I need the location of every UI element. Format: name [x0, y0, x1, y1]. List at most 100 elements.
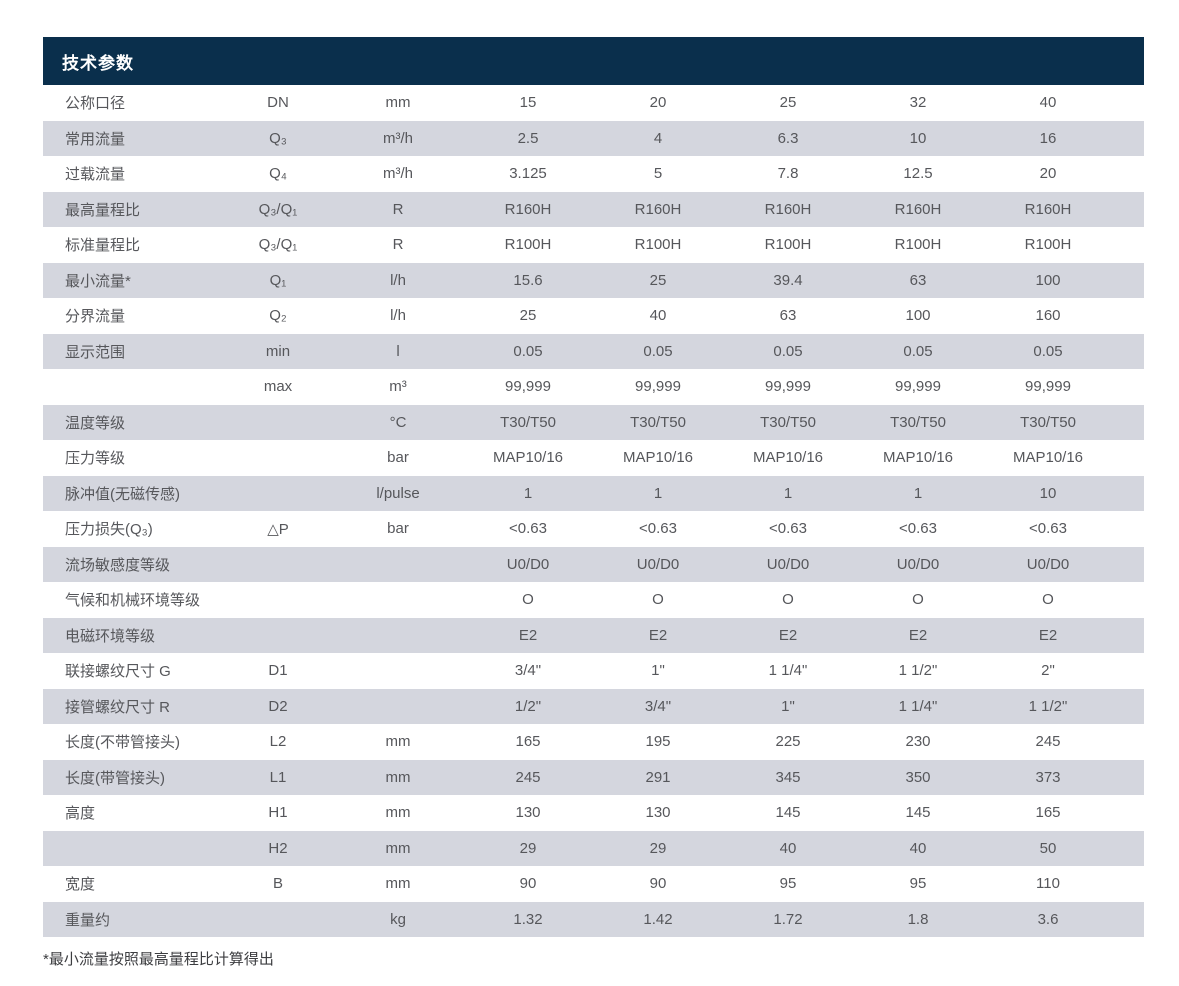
value-cell-dn25: 39.4 [773, 271, 803, 289]
value-cell-dn25: 1 [783, 484, 793, 502]
value-cell-dn15: R100H [504, 236, 552, 254]
table-row: 压力损失(Q₃) △P bar <0.63 <0.63 <0.63 <0.63 <0.63 [43, 511, 1144, 547]
unit-cell: °C [389, 413, 407, 431]
value-cell-dn40: 373 [1035, 768, 1061, 786]
table-row: 标准量程比 Q₃/Q₁ R R100H R100H R100H R100H R100H [43, 227, 1144, 263]
value-cell-dn32: MAP10/16 [882, 449, 954, 467]
value-cell-dn15: 90 [519, 875, 537, 893]
value-cell-dn15: U0/D0 [506, 555, 550, 573]
value-cell-dn20: E2 [648, 626, 668, 644]
symbol-cell [223, 440, 333, 476]
value-cell-dn32: 1 1/4" [898, 697, 938, 715]
value-cell-dn25: 40 [779, 839, 797, 857]
value-cell-dn20: R160H [634, 200, 682, 218]
value-cell-dn25: 145 [775, 804, 801, 822]
value-cell-dn40: 160 [1035, 307, 1061, 325]
value-cell-dn20: 0.05 [643, 342, 673, 360]
value-cell-dn25: E2 [778, 626, 798, 644]
unit-cell [333, 547, 463, 583]
value-cell-dn40: R100H [1024, 236, 1072, 254]
unit-cell: l/pulse [376, 484, 420, 502]
table-row: 最小流量* Q₁ l/h 15.6 25 39.4 63 100 [43, 262, 1144, 298]
value-cell-dn15: MAP10/16 [492, 449, 564, 467]
table-row: 长度(带管接头) L1 mm 245 291 345 350 373 [43, 759, 1144, 795]
value-cell-dn20: 29 [649, 839, 667, 857]
unit-cell: bar [387, 449, 409, 467]
table-body: 公称口径 DN mm 15 20 25 32 40 常用流量 Q₃ m³/h 2.5 4 6.3 10 16 过… [43, 85, 1144, 937]
unit-cell: kg [390, 910, 406, 928]
symbol-cell: △P [267, 520, 289, 538]
param-label-cell: 气候和机械环境等级 [65, 592, 201, 610]
value-cell-dn20: 291 [645, 768, 671, 786]
value-cell-dn25: O [782, 591, 794, 609]
value-cell-dn40: 10 [1039, 484, 1057, 502]
value-cell-dn25: 95 [779, 875, 797, 893]
value-cell-dn20: 195 [645, 733, 671, 751]
value-cell-dn25: 63 [779, 307, 797, 325]
param-label-cell: 联接螺纹尺寸 G [65, 663, 171, 681]
symbol-cell: D1 [268, 662, 288, 680]
table-row: 电磁环境等级 E2 E2 E2 E2 E2 [43, 617, 1144, 653]
value-cell-dn25: 99,999 [765, 378, 811, 396]
unit-cell: m³/h [383, 165, 413, 183]
symbol-cell [223, 582, 333, 618]
value-cell-dn25: 0.05 [773, 342, 803, 360]
unit-cell: mm [385, 733, 411, 751]
table-row: 重量约 kg 1.32 1.42 1.72 1.8 3.6 [43, 901, 1144, 937]
symbol-cell [223, 547, 333, 583]
value-cell-dn32: 95 [909, 875, 927, 893]
value-cell-dn20: U0/D0 [636, 555, 680, 573]
value-cell-dn32: U0/D0 [896, 555, 940, 573]
value-cell-dn15: 165 [515, 733, 541, 751]
param-label-cell [43, 369, 223, 405]
symbol-cell: Q₁ [269, 271, 287, 289]
param-label-cell: 过载流量 [65, 166, 126, 184]
param-label-cell: 公称口径 [65, 95, 126, 113]
value-cell-dn15: 130 [515, 804, 541, 822]
value-cell-dn20: 99,999 [635, 378, 681, 396]
value-cell-dn32: E2 [908, 626, 928, 644]
value-cell-dn25: 7.8 [777, 165, 799, 183]
value-cell-dn32: 40 [909, 839, 927, 857]
param-label-cell: 标准量程比 [65, 237, 141, 255]
value-cell-dn15: <0.63 [509, 520, 547, 538]
value-cell-dn25: 225 [775, 733, 801, 751]
table-row: H2 mm 29 29 40 40 50 [43, 830, 1144, 866]
unit-cell: R [392, 200, 404, 218]
unit-cell: l/h [390, 271, 406, 289]
value-cell-dn32: 0.05 [903, 342, 933, 360]
param-label-cell: 宽度 [65, 876, 96, 894]
unit-cell: m³/h [383, 129, 413, 147]
value-cell-dn32: 230 [905, 733, 931, 751]
unit-cell [333, 689, 463, 725]
value-cell-dn32: 12.5 [903, 165, 933, 183]
value-cell-dn40: 16 [1039, 129, 1057, 147]
symbol-cell [223, 476, 333, 512]
value-cell-dn32: 1 [913, 484, 923, 502]
value-cell-dn15: E2 [518, 626, 538, 644]
value-cell-dn32: 350 [905, 768, 931, 786]
value-cell-dn20: T30/T50 [630, 413, 686, 431]
value-cell-dn32: 100 [905, 307, 931, 325]
symbol-cell: Q₄ [269, 165, 287, 183]
value-cell-dn32: R160H [894, 200, 942, 218]
param-label-cell: 脉冲值(无磁传感) [65, 485, 180, 503]
value-cell-dn40: 50 [1039, 839, 1057, 857]
unit-cell: R [392, 236, 404, 254]
symbol-cell [223, 405, 333, 441]
unit-cell: l/h [390, 307, 406, 325]
value-cell-dn15: T30/T50 [500, 413, 556, 431]
value-cell-dn32: O [912, 591, 924, 609]
unit-cell: mm [385, 768, 411, 786]
value-cell-dn40: U0/D0 [1026, 555, 1070, 573]
value-cell-dn15: 99,999 [505, 378, 551, 396]
unit-cell: mm [385, 875, 411, 893]
symbol-cell: L2 [269, 733, 287, 751]
symbol-cell: B [272, 875, 283, 893]
table-row: 分界流量 Q₂ l/h 25 40 63 100 160 [43, 298, 1144, 334]
value-cell-dn25: 6.3 [777, 129, 799, 147]
table-title-bar: 技术参数 [43, 37, 1144, 85]
value-cell-dn15: 245 [515, 768, 541, 786]
table-row: 脉冲值(无磁传感) l/pulse 1 1 1 1 10 [43, 475, 1144, 512]
